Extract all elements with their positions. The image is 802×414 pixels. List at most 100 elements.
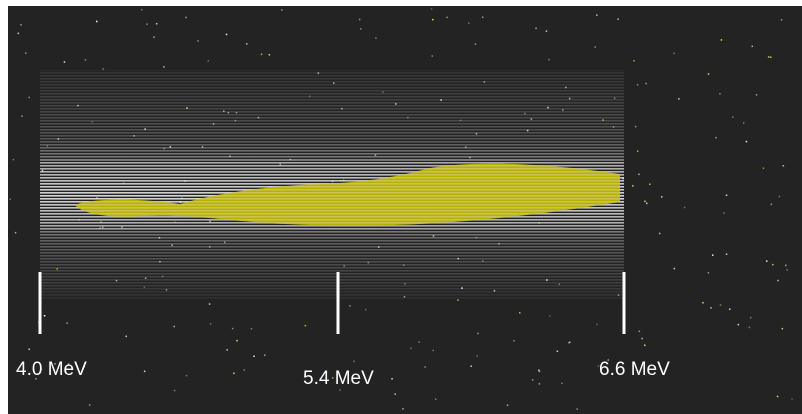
- speckle: [772, 264, 774, 266]
- speckle: [750, 317, 752, 319]
- speckle: [633, 60, 635, 62]
- speckle: [768, 56, 770, 58]
- speckle: [391, 378, 393, 380]
- speckle: [715, 137, 717, 139]
- speckle: [89, 404, 91, 406]
- speckle: [644, 201, 646, 203]
- speckle: [153, 37, 155, 39]
- speckle: [253, 356, 255, 358]
- speckle: [375, 37, 377, 39]
- speckle: [726, 195, 728, 197]
- scan-lines: [40, 160, 624, 230]
- speckle: [513, 340, 515, 342]
- speckle: [712, 254, 714, 256]
- speckle: [539, 371, 541, 373]
- speckle: [353, 361, 355, 363]
- speckle: [226, 349, 228, 351]
- speckle: [359, 19, 361, 21]
- speckle: [684, 207, 686, 209]
- speckle: [710, 307, 712, 309]
- speckle: [21, 116, 23, 118]
- speckle: [174, 390, 176, 392]
- speckle: [146, 23, 148, 25]
- speckle: [246, 43, 248, 45]
- speckle: [410, 348, 412, 350]
- speckle: [13, 159, 15, 161]
- speckle: [596, 324, 598, 326]
- speckle: [174, 326, 176, 328]
- speckle: [305, 325, 307, 327]
- speckle: [432, 55, 434, 57]
- speckle: [708, 73, 710, 75]
- speckle: [659, 233, 661, 235]
- speckle: [661, 196, 663, 198]
- speckle: [779, 196, 781, 198]
- speckle: [641, 338, 643, 340]
- speckle: [96, 21, 98, 23]
- speckle: [281, 9, 283, 11]
- speckle: [264, 354, 266, 356]
- speckle: [569, 342, 571, 344]
- spectrum-image: 4.0 MeV 5.4 MeV 6.6 MeV: [0, 0, 802, 414]
- speckle: [395, 393, 397, 395]
- speckle: [477, 333, 479, 335]
- speckle: [103, 68, 105, 70]
- speckle: [339, 389, 341, 391]
- speckle: [519, 312, 521, 314]
- speckle: [723, 212, 725, 214]
- speckle: [638, 174, 640, 176]
- speckle: [782, 328, 784, 330]
- speckle: [639, 331, 641, 333]
- speckle: [763, 168, 765, 170]
- speckle: [156, 23, 158, 25]
- speckle: [435, 398, 437, 400]
- speckle: [477, 355, 479, 357]
- speckle: [720, 304, 722, 306]
- speckle: [535, 28, 537, 30]
- speckle: [468, 23, 470, 25]
- speckle: [785, 265, 787, 267]
- speckle: [645, 83, 647, 85]
- speckle: [777, 280, 779, 282]
- speckle: [548, 59, 550, 61]
- speckle: [226, 34, 228, 36]
- speckle: [126, 336, 128, 338]
- speckle: [702, 302, 704, 304]
- speckle: [432, 19, 434, 21]
- speckle: [726, 254, 728, 256]
- speckle: [424, 366, 426, 368]
- speckle: [576, 408, 578, 410]
- speckle: [770, 57, 772, 59]
- speckle: [85, 59, 87, 61]
- speckle: [637, 84, 639, 86]
- speckle: [766, 260, 768, 262]
- speckle: [507, 405, 509, 407]
- speckle: [29, 97, 31, 99]
- speckle: [186, 375, 188, 377]
- speckle: [777, 396, 779, 398]
- speckle: [475, 43, 477, 45]
- speckle: [236, 340, 238, 342]
- speckle: [251, 328, 253, 330]
- energy-label: 4.0 MeV: [16, 359, 87, 380]
- speckle: [269, 54, 271, 56]
- speckle: [349, 305, 351, 307]
- speckle: [732, 116, 734, 118]
- speckle: [771, 204, 773, 206]
- speckle: [557, 351, 559, 353]
- speckle: [546, 30, 548, 32]
- speckle: [431, 8, 433, 10]
- speckle: [646, 203, 648, 205]
- speckle: [673, 53, 675, 55]
- speckle: [549, 315, 551, 317]
- speckle: [233, 373, 235, 375]
- speckle: [432, 350, 434, 352]
- speckle: [595, 46, 597, 48]
- speckle: [66, 322, 68, 324]
- speckle: [44, 315, 46, 317]
- speckle: [746, 141, 748, 143]
- speckle: [783, 165, 785, 167]
- speckle: [738, 324, 740, 326]
- speckle: [209, 303, 211, 305]
- speckle: [781, 19, 783, 21]
